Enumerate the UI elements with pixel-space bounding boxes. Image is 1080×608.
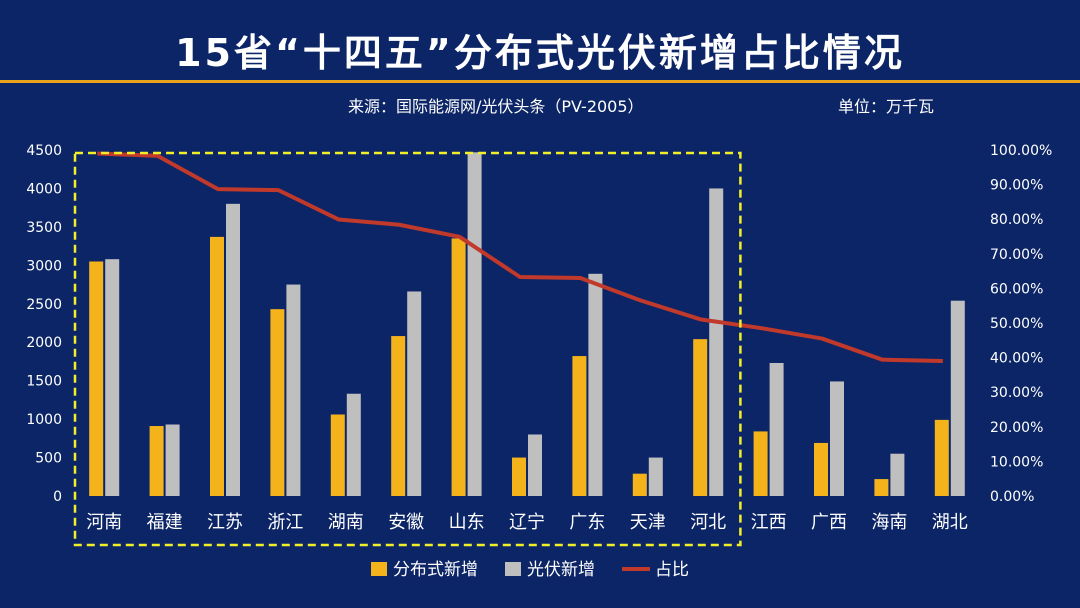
category-label: 湖南 xyxy=(328,512,364,533)
bar-pv xyxy=(588,273,603,496)
category-label: 江西 xyxy=(751,512,787,533)
source-note: 来源：国际能源网/光伏头条（PV-2005） xyxy=(348,97,644,116)
category-label: 福建 xyxy=(147,512,183,533)
bar-distributed xyxy=(693,339,708,496)
category-label: 河北 xyxy=(690,512,726,533)
title-underline xyxy=(0,80,1080,83)
category-label: 辽宁 xyxy=(509,512,545,533)
bar-pv xyxy=(226,203,240,497)
unit-note: 单位：万千瓦 xyxy=(838,97,935,116)
bar-distributed xyxy=(89,261,104,496)
bar-pv xyxy=(286,284,301,496)
right-axis-tick: 20.00% xyxy=(990,420,1043,436)
bar-distributed xyxy=(210,236,224,496)
category-label: 安徽 xyxy=(388,512,424,533)
bar-pv xyxy=(467,152,482,496)
highlight-box xyxy=(73,151,742,547)
category-label: 海南 xyxy=(871,512,907,533)
left-axis-tick: 2500 xyxy=(26,297,62,313)
left-axis-tick: 3500 xyxy=(26,220,62,236)
left-axis-tick: 4000 xyxy=(26,181,62,197)
bar-pv xyxy=(950,300,965,496)
bar-pv xyxy=(769,362,784,496)
bar-distributed xyxy=(149,426,164,496)
bar-distributed xyxy=(632,473,647,496)
bar-pv xyxy=(830,381,844,496)
legend-swatch-distributed xyxy=(371,562,387,576)
bar-pv xyxy=(165,424,180,496)
category-label: 广东 xyxy=(569,512,605,533)
right-axis-tick: 30.00% xyxy=(990,385,1043,401)
right-axis-tick: 50.00% xyxy=(990,316,1043,332)
category-label: 浙江 xyxy=(267,512,303,533)
category-label: 天津 xyxy=(630,512,666,533)
left-axis-tick: 3000 xyxy=(26,258,62,274)
right-axis-tick: 10.00% xyxy=(990,454,1043,470)
category-label: 江苏 xyxy=(207,512,243,533)
bar-pv xyxy=(648,457,663,496)
bar-distributed xyxy=(874,479,889,496)
bar-pv xyxy=(528,434,542,496)
bar-distributed xyxy=(451,238,466,496)
bar-pv xyxy=(346,393,361,496)
bar-distributed xyxy=(814,442,828,496)
right-axis-tick: 80.00% xyxy=(990,212,1043,228)
left-axis-tick: 0 xyxy=(53,489,62,505)
category-label: 山东 xyxy=(449,512,485,533)
bar-pv xyxy=(105,259,120,496)
bar-distributed xyxy=(512,457,526,496)
left-axis-tick: 500 xyxy=(35,451,62,467)
left-axis-tick: 1000 xyxy=(26,412,62,428)
right-axis-tick: 60.00% xyxy=(990,281,1043,297)
bar-distributed xyxy=(934,419,949,496)
legend-label-distributed: 分布式新增 xyxy=(393,560,478,580)
legend-label-share: 占比 xyxy=(655,560,689,580)
left-axis-tick: 2000 xyxy=(26,335,62,351)
right-axis-tick: 70.00% xyxy=(990,247,1043,263)
bar-distributed xyxy=(270,309,285,496)
legend-label-pv: 光伏新增 xyxy=(527,560,595,580)
share-line xyxy=(97,151,943,364)
chart-title: 15省“十四五”分布式光伏新增占比情况 xyxy=(175,31,905,75)
bar-distributed xyxy=(391,336,406,496)
left-axis-tick: 1500 xyxy=(26,374,62,390)
right-axis-tick: 0.00% xyxy=(990,489,1034,505)
bar-pv xyxy=(407,291,422,496)
category-label: 河南 xyxy=(86,512,122,533)
right-axis-tick: 100.00% xyxy=(990,143,1052,159)
bar-distributed xyxy=(330,414,345,496)
right-axis-tick: 90.00% xyxy=(990,178,1043,194)
bar-distributed xyxy=(753,431,768,496)
bar-distributed xyxy=(572,356,587,496)
left-axis-tick: 4500 xyxy=(26,143,62,159)
category-label: 湖北 xyxy=(932,512,968,533)
legend-swatch-pv xyxy=(505,562,521,576)
category-label: 广西 xyxy=(811,512,847,533)
bar-pv xyxy=(709,188,724,496)
right-axis-tick: 40.00% xyxy=(990,351,1043,367)
bar-pv xyxy=(890,453,905,496)
